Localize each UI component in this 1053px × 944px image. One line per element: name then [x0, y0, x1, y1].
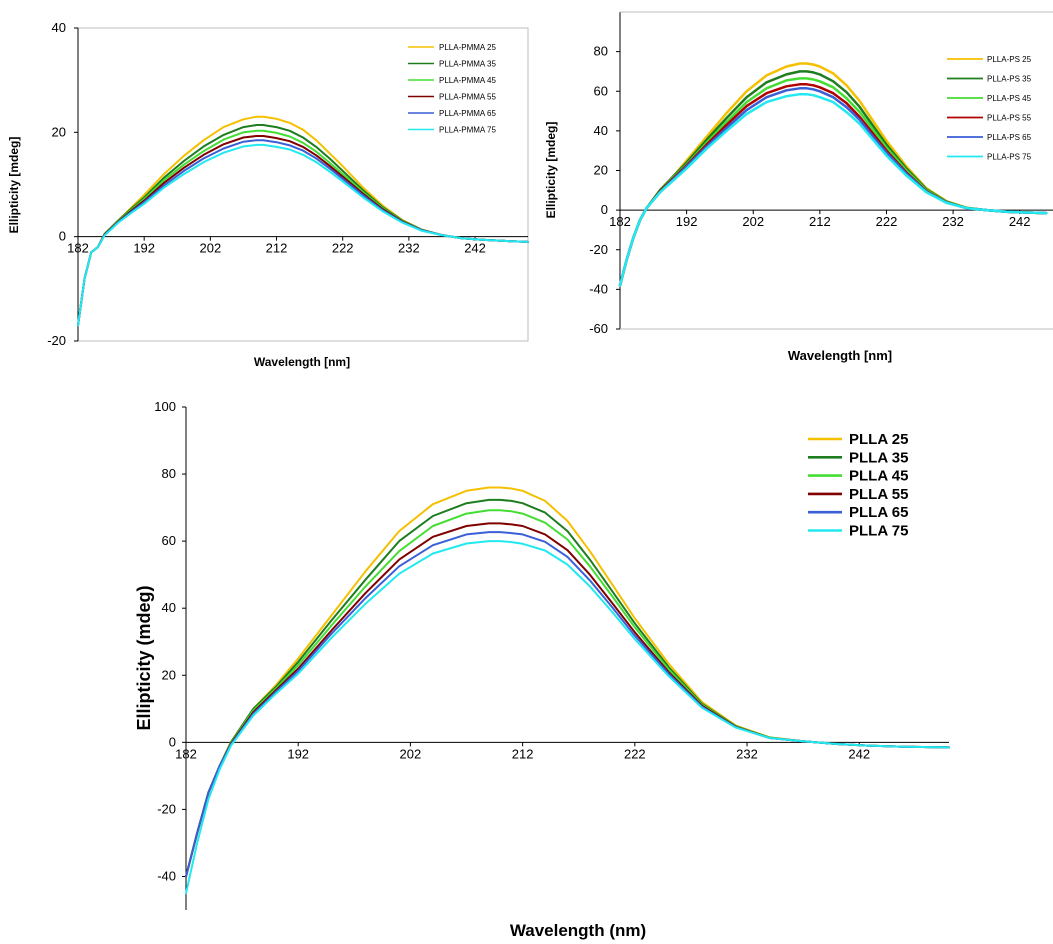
x-axis-title: Wavelength [nm] [254, 355, 350, 369]
series-line-plla-pmma-75 [77, 143, 529, 327]
y-tick-label: 20 [162, 667, 176, 682]
y-tick-label: -60 [589, 321, 608, 336]
x-tick-label: 192 [676, 214, 698, 229]
legend-label: PLLA-PMMA 25 [439, 43, 496, 52]
x-tick-label: 192 [287, 746, 309, 761]
y-tick-label: 60 [594, 83, 608, 98]
legend-label: PLLA-PMMA 65 [439, 109, 496, 118]
x-tick-label: 202 [742, 214, 764, 229]
plot-frame [77, 27, 529, 342]
y-tick-label: 40 [52, 20, 66, 35]
legend-label: PLLA-PS 55 [987, 114, 1032, 123]
y-tick-label: 40 [162, 600, 176, 615]
series-line-plla-ps-75 [618, 92, 1048, 287]
legend: PLLA-PMMA 25 PLLA-PMMA 35 PLLA-PMMA 45 PLLA… [408, 43, 496, 135]
y-tick-label: 60 [162, 533, 176, 548]
legend-label: PLLA 25 [849, 431, 908, 448]
x-tick-label: 222 [624, 746, 646, 761]
x-tick-label: 212 [512, 746, 534, 761]
legend-label: PLLA-PS 45 [987, 94, 1032, 103]
y-tick-label: 20 [594, 163, 608, 178]
y-tick-label: -40 [589, 281, 608, 296]
x-tick-label: 212 [809, 214, 831, 229]
legend: PLLA-PS 25 PLLA-PS 35 PLLA-PS 45 PLLA-PS 55… [947, 55, 1032, 162]
legend-label: PLLA-PS 25 [987, 55, 1032, 64]
y-tick-label: 0 [59, 229, 66, 244]
x-tick-label: 222 [332, 241, 354, 256]
x-tick-label: 232 [736, 746, 758, 761]
y-tick-label: 80 [594, 44, 608, 59]
chart-bottom: -40 -20 0 20 40 60 80 100 182 192 202 212 222 232 242 W… [134, 399, 950, 940]
legend-label: PLLA 55 [849, 486, 908, 503]
series-line-plla-65 [185, 531, 950, 878]
series-line-plla-75 [185, 540, 950, 895]
y-tick-label: -20 [157, 801, 176, 816]
legend-label: PLLA-PMMA 45 [439, 76, 496, 85]
y-axis-title: Ellipticity [mdeg] [7, 137, 21, 234]
series-line-plla-ps-45 [618, 77, 1048, 287]
x-tick-label: 242 [464, 241, 486, 256]
series-line-plla-pmma-65 [77, 139, 529, 327]
x-tick-label: 182 [175, 746, 197, 761]
x-tick-label: 242 [848, 746, 870, 761]
chart-top-left: -20 0 20 40 182 192 202 212 222 232 242 Wavelength … [7, 20, 529, 369]
series-line-plla-25 [185, 486, 950, 878]
y-tick-label: 0 [601, 202, 608, 217]
legend-label: PLLA-PS 75 [987, 153, 1032, 162]
legend-label: PLLA-PS 35 [987, 75, 1032, 84]
series-line-plla-ps-55 [618, 83, 1048, 287]
legend-label: PLLA 75 [849, 523, 908, 540]
y-tick-label: -20 [589, 242, 608, 257]
x-tick-label: 212 [266, 241, 288, 256]
x-tick-label: 232 [398, 241, 420, 256]
y-tick-label: 0 [169, 734, 176, 749]
x-tick-label: 232 [942, 214, 964, 229]
x-tick-label: 192 [133, 241, 155, 256]
series-line-plla-pmma-55 [77, 135, 529, 327]
y-tick-label: 100 [154, 399, 176, 414]
legend-label: PLLA-PMMA 55 [439, 93, 496, 102]
x-tick-label: 202 [400, 746, 422, 761]
legend-label: PLLA 65 [849, 504, 908, 521]
y-tick-label: -40 [157, 868, 176, 883]
x-axis-title: Wavelength (nm) [510, 921, 646, 940]
x-tick-label: 202 [200, 241, 222, 256]
y-tick-label: 80 [162, 466, 176, 481]
y-tick-label: 40 [594, 123, 608, 138]
series-line-plla-pmma-45 [77, 129, 529, 327]
x-axis-title: Wavelength [nm] [788, 348, 892, 363]
legend-label: PLLA-PMMA 75 [439, 126, 496, 135]
x-tick-label: 242 [1009, 214, 1031, 229]
chart-top-right: -60 -40 -20 0 20 40 60 80 182 192 202 212 222 232 242 W… [544, 11, 1053, 363]
legend-label: PLLA-PMMA 35 [439, 60, 496, 69]
legend-label: PLLA 45 [849, 468, 908, 485]
y-tick-label: -20 [47, 333, 66, 348]
legend-label: PLLA-PS 65 [987, 133, 1032, 142]
x-tick-label: 182 [609, 214, 631, 229]
y-axis-title: Ellipticity [mdeg] [544, 122, 558, 219]
y-axis-title: Ellipticity (mdeg) [134, 585, 154, 730]
y-tick-label: 20 [52, 124, 66, 139]
x-tick-label: 222 [876, 214, 898, 229]
series-line-plla-55 [185, 522, 950, 878]
legend-label: PLLA 35 [849, 449, 908, 466]
x-tick-label: 182 [67, 241, 89, 256]
